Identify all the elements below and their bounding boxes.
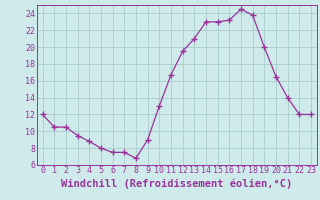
X-axis label: Windchill (Refroidissement éolien,°C): Windchill (Refroidissement éolien,°C) — [61, 178, 292, 189]
